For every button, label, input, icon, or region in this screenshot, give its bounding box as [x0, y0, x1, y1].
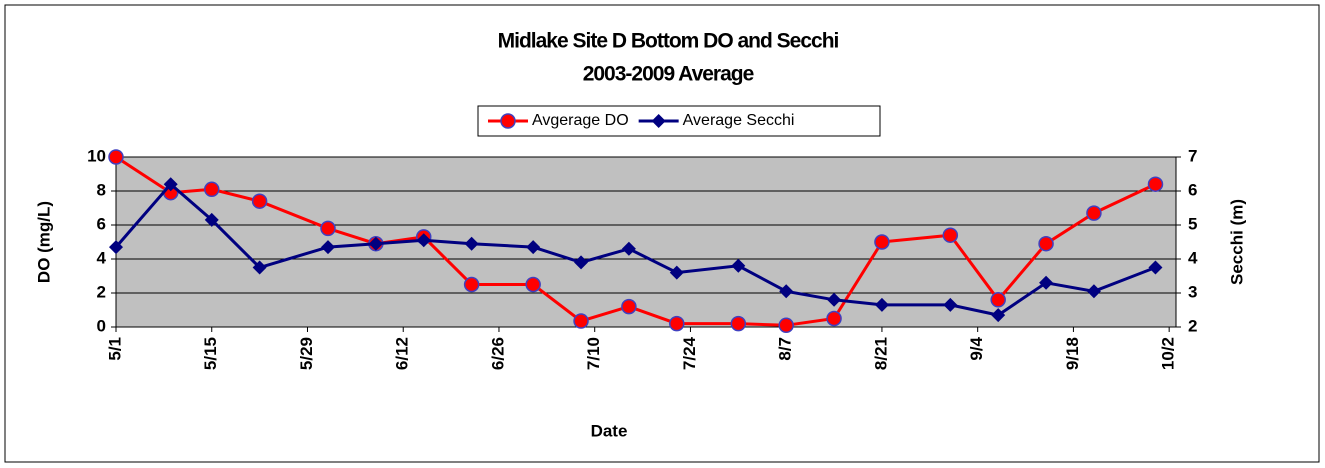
data-point — [779, 284, 794, 299]
data-point — [874, 297, 889, 312]
y2-tick-label: 3 — [1188, 282, 1197, 301]
data-point — [525, 276, 541, 293]
data-point — [1038, 235, 1054, 252]
y-tick-label: 6 — [97, 214, 106, 233]
x-tick-label: 9/4 — [967, 336, 986, 360]
legend-marker — [651, 114, 666, 128]
y-axis-label: DO (mg/L) — [34, 201, 53, 283]
data-point — [252, 260, 267, 275]
data-point — [463, 276, 480, 293]
data-point — [573, 313, 589, 329]
data-point — [574, 255, 589, 270]
data-point — [991, 308, 1006, 323]
y2-tick-label: 2 — [1188, 316, 1197, 335]
y-tick-label: 0 — [97, 316, 106, 335]
x-tick-label: 9/18 — [1063, 337, 1082, 370]
x-tick-label: 5/15 — [201, 337, 220, 370]
x-tick-label: 7/10 — [584, 337, 603, 370]
data-point — [1039, 275, 1054, 290]
y2-axis-label: Secchi (m) — [1227, 199, 1246, 285]
data-point — [108, 149, 124, 165]
data-point — [526, 240, 541, 255]
chart-subtitle: 2003-2009 Average — [583, 63, 754, 86]
x-tick-label: 6/26 — [488, 337, 507, 370]
data-point — [874, 234, 890, 250]
legend — [477, 105, 881, 137]
data-point — [1148, 260, 1163, 275]
y2-tick-label: 4 — [1188, 248, 1198, 267]
data-point — [827, 292, 842, 307]
chart-title: Midlake Site D Bottom DO and Secchi — [498, 30, 839, 53]
data-point — [368, 236, 383, 251]
data-point — [730, 315, 747, 332]
data-point — [621, 298, 637, 315]
x-axis-label: Date — [591, 421, 628, 440]
y2-tick-label: 5 — [1188, 214, 1197, 233]
x-tick-label: 7/24 — [680, 336, 699, 370]
data-point — [826, 310, 842, 327]
data-point — [621, 241, 636, 256]
data-point — [942, 227, 959, 243]
data-point — [321, 240, 335, 255]
data-point — [943, 297, 958, 312]
data-point — [1147, 176, 1164, 192]
y-tick-label: 8 — [97, 180, 106, 199]
y-tick-label: 2 — [97, 282, 106, 301]
data-point — [416, 233, 431, 248]
data-point — [163, 177, 178, 192]
y2-tick-label: 6 — [1188, 180, 1197, 199]
data-point — [320, 220, 336, 237]
x-tick-label: 5/29 — [297, 337, 316, 370]
data-point — [109, 240, 123, 255]
data-point — [204, 212, 219, 227]
data-point — [251, 193, 268, 209]
x-tick-label: 5/1 — [105, 337, 124, 361]
legend-label: Avgerage DO — [532, 112, 629, 129]
data-point — [464, 236, 479, 251]
data-point — [203, 181, 220, 198]
x-tick-label: 8/21 — [871, 337, 890, 370]
data-point — [1086, 205, 1102, 221]
x-tick-label: 10/2 — [1159, 337, 1178, 370]
data-point — [731, 258, 746, 273]
x-tick-label: 8/7 — [776, 337, 795, 361]
data-point — [669, 265, 684, 280]
legend-label: Average Secchi — [683, 112, 795, 129]
data-point — [1086, 284, 1101, 299]
data-point — [990, 292, 1006, 308]
data-point — [669, 315, 685, 332]
legend-marker — [500, 113, 516, 129]
data-point — [778, 317, 794, 334]
y-tick-label: 10 — [87, 146, 106, 165]
x-tick-label: 6/12 — [393, 337, 412, 370]
y2-tick-label: 7 — [1188, 146, 1197, 165]
y-tick-label: 4 — [97, 248, 107, 267]
